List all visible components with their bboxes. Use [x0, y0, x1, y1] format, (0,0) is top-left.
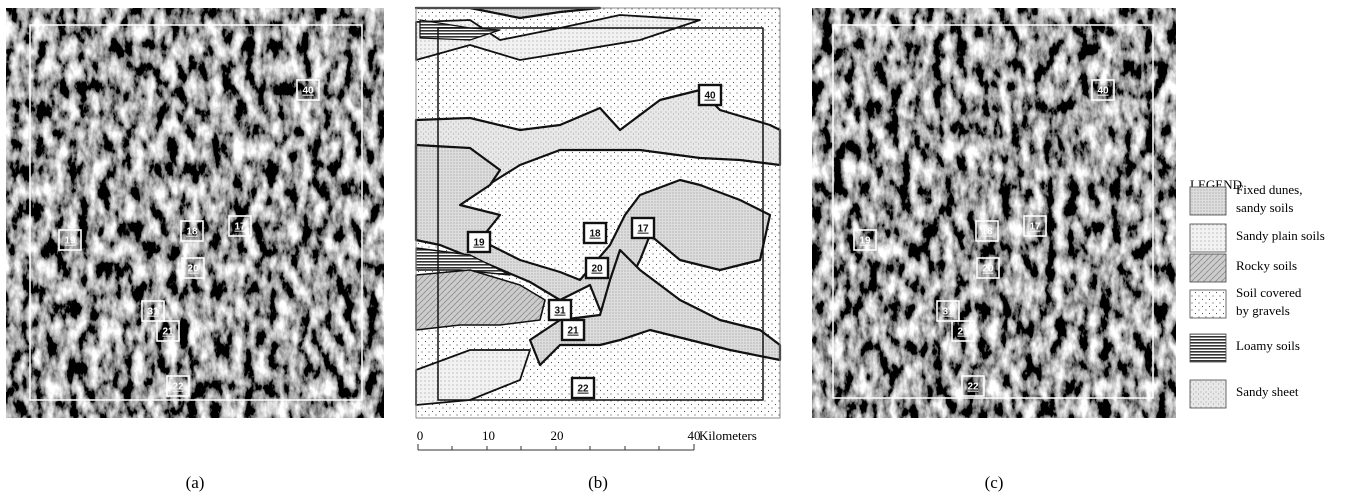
site-label: 18 [186, 227, 198, 238]
legend-swatch [1189, 186, 1227, 216]
site-box [630, 216, 656, 240]
site-box [296, 79, 320, 101]
site-label: 20 [187, 264, 199, 275]
scale-tick-label: 10 [482, 428, 495, 443]
scale-tick-label: 0 [417, 428, 424, 443]
legend-label: Sandy sheet [1236, 384, 1299, 399]
satellite-image [6, 8, 384, 418]
site-box [181, 257, 205, 279]
site-label: 22 [967, 382, 979, 393]
legend-swatch [1189, 253, 1227, 283]
site-box [697, 83, 723, 107]
legend-label: Fixed dunes, [1236, 182, 1302, 197]
site-label: 40 [1097, 86, 1109, 97]
site-box [547, 298, 573, 322]
site-box [228, 215, 252, 237]
site-box [936, 300, 960, 322]
site-box [156, 320, 180, 342]
legend-swatch [1189, 333, 1227, 363]
legend-label: by gravels [1236, 303, 1290, 318]
scale-tick-label: 40 [688, 428, 701, 443]
legend-label: Loamy soils [1236, 338, 1300, 353]
site-box [466, 230, 492, 254]
frame [832, 24, 1154, 399]
site-label: 17 [234, 222, 246, 233]
scale-tick-label: 20 [551, 428, 564, 443]
legend-label: Rocky soils [1236, 258, 1297, 273]
site-box [141, 300, 165, 322]
site-label: 17 [637, 224, 649, 235]
site-box [570, 376, 596, 400]
panel-caption: (c) [985, 473, 1004, 492]
site-box [166, 375, 190, 397]
site-label: 40 [704, 91, 716, 102]
soil-map [414, 6, 782, 419]
site-label: 20 [591, 264, 603, 275]
site-box [584, 256, 610, 280]
satellite-image [812, 8, 1176, 418]
site-label: 21 [567, 326, 579, 337]
legend-label: sandy soils [1236, 200, 1293, 215]
frame [29, 24, 363, 401]
site-label: 19 [64, 236, 76, 247]
site-label: 22 [577, 384, 589, 395]
site-label: 19 [473, 238, 485, 249]
legend-swatch [1189, 379, 1227, 409]
site-box [58, 229, 82, 251]
site-box [976, 257, 1000, 279]
legend-swatch [1189, 223, 1227, 253]
site-label: 21 [162, 327, 174, 338]
site-box [951, 320, 975, 342]
legend-label: Soil covered [1236, 285, 1302, 300]
site-label: 21 [957, 327, 969, 338]
site-label: 31 [554, 306, 566, 317]
site-box [582, 221, 608, 245]
panel-caption: (b) [588, 473, 608, 492]
site-label: 18 [589, 229, 601, 240]
site-label: 20 [982, 264, 994, 275]
site-box [560, 318, 586, 342]
site-label: 18 [981, 227, 993, 238]
scale-bar [417, 444, 695, 451]
site-box [975, 220, 999, 242]
site-label: 40 [302, 86, 314, 97]
legend-swatch [1189, 289, 1227, 319]
site-label: 17 [1029, 222, 1041, 233]
site-box [1091, 79, 1115, 101]
site-label: 31 [942, 307, 954, 318]
site-label: 31 [147, 307, 159, 318]
site-box [961, 375, 985, 397]
site-box [853, 229, 877, 251]
site-box [1023, 215, 1047, 237]
scale-unit: Kilometers [699, 428, 757, 443]
legend-label: Sandy plain soils [1236, 228, 1325, 243]
site-label: 22 [172, 382, 184, 393]
panel-caption: (a) [186, 473, 205, 492]
site-box [180, 220, 204, 242]
site-label: 19 [859, 236, 871, 247]
